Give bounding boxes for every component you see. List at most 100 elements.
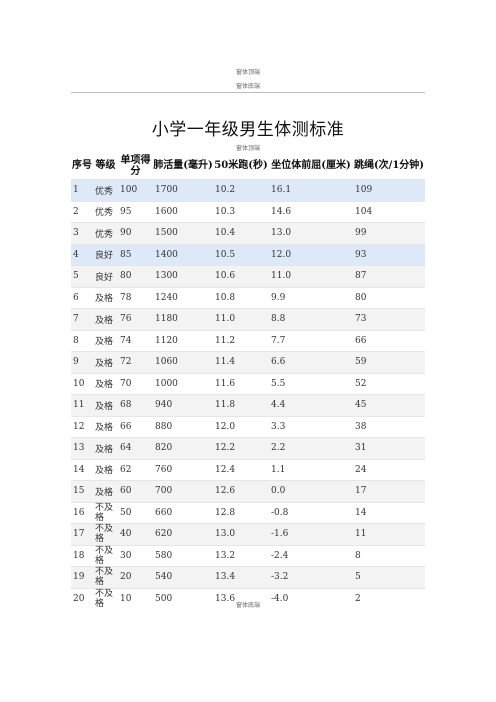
table-row: 17 不及格 40 620 13.0 -1.6 11: [71, 523, 425, 545]
cell-50m-run: 11.8: [213, 394, 269, 416]
table-row: 12 及格 66 880 12.0 3.3 38: [71, 415, 425, 438]
cell-sit-and-reach: 13.0: [269, 222, 353, 244]
cell-50m-run: 11.0: [213, 308, 269, 330]
cell-jump-rope: 2: [353, 587, 425, 609]
cell-grade: 不及格: [93, 501, 118, 524]
cell-jump-rope: 73: [353, 308, 425, 330]
cell-sit-and-reach: -4.0: [269, 587, 353, 609]
table-row: 5 良好 80 1300 10.6 11.0 87: [71, 265, 425, 287]
cell-lung-capacity: 540: [153, 566, 213, 588]
cell-jump-rope: 45: [353, 394, 425, 416]
cell-grade: 及格: [93, 437, 118, 459]
cell-lung-capacity: 1700: [153, 179, 213, 201]
table-row: 19 不及格 20 540 13.4 -3.2 5: [71, 566, 425, 588]
table-row: 16 不及格 50 660 12.8 -0.8 14: [71, 501, 425, 524]
cell-score: 74: [118, 329, 153, 352]
cell-50m-run: 10.4: [213, 222, 269, 244]
cell-jump-rope: 59: [353, 351, 425, 373]
cell-lung-capacity: 820: [153, 437, 213, 459]
cell-lung-capacity: 1300: [153, 265, 213, 287]
header-score: 单项得分: [120, 154, 151, 177]
cell-score: 76: [118, 308, 153, 330]
header-50m-run: 50米跑(秒): [214, 160, 268, 171]
cell-index: 20: [71, 587, 93, 609]
cell-grade: 及格: [93, 394, 118, 416]
table-row: 3 优秀 90 1500 10.4 13.0 99: [71, 222, 425, 244]
cell-sit-and-reach: 8.8: [269, 308, 353, 330]
table-row: 2 优秀 95 1600 10.3 14.6 104: [71, 200, 425, 223]
cell-score: 85: [118, 243, 153, 266]
cell-sit-and-reach: 7.7: [269, 329, 353, 352]
cell-50m-run: 12.0: [213, 415, 269, 438]
cell-score: 70: [118, 372, 153, 395]
cell-50m-run: 13.0: [213, 523, 269, 545]
cell-lung-capacity: 1240: [153, 286, 213, 309]
cell-jump-rope: 99: [353, 222, 425, 244]
cell-sit-and-reach: 3.3: [269, 415, 353, 438]
cell-score: 64: [118, 437, 153, 459]
cell-jump-rope: 11: [353, 523, 425, 545]
table-row: 10 及格 70 1000 11.6 5.5 52: [71, 372, 425, 395]
cell-50m-run: 12.8: [213, 501, 269, 524]
cell-index: 17: [71, 523, 93, 545]
cell-sit-and-reach: 11.0: [269, 265, 353, 287]
form-top-label-2: 窗体顶端: [235, 145, 260, 152]
cell-score: 30: [118, 544, 153, 567]
cell-index: 8: [71, 329, 93, 352]
table-row: 1 优秀 100 1700 10.2 16.1 109: [71, 179, 425, 201]
header-grade: 等级: [95, 160, 116, 171]
header-divider: [71, 92, 425, 93]
cell-score: 95: [118, 200, 153, 223]
cell-lung-capacity: 1120: [153, 329, 213, 352]
cell-jump-rope: 93: [353, 243, 425, 266]
cell-index: 6: [71, 286, 93, 309]
cell-lung-capacity: 1400: [153, 243, 213, 266]
cell-grade: 优秀: [93, 200, 118, 223]
cell-index: 9: [71, 351, 93, 373]
table-row: 15 及格 60 700 12.6 0.0 17: [71, 480, 425, 502]
header-index: 序号: [72, 160, 92, 171]
fitness-standard-table: 序号 等级 单项得分 肺活量(毫升) 50米跑(秒) 坐位体前屈(厘米) 跳绳(…: [71, 152, 425, 609]
cell-sit-and-reach: -0.8: [269, 501, 353, 524]
cell-lung-capacity: 500: [153, 587, 213, 609]
cell-index: 12: [71, 415, 93, 438]
cell-index: 13: [71, 437, 93, 459]
cell-index: 1: [71, 179, 93, 201]
cell-grade: 良好: [93, 265, 118, 287]
cell-jump-rope: 31: [353, 437, 425, 459]
cell-grade: 优秀: [93, 179, 118, 201]
cell-jump-rope: 8: [353, 544, 425, 567]
cell-50m-run: 13.4: [213, 566, 269, 588]
cell-jump-rope: 38: [353, 415, 425, 438]
cell-index: 18: [71, 544, 93, 567]
cell-50m-run: 13.2: [213, 544, 269, 567]
cell-score: 66: [118, 415, 153, 438]
cell-50m-run: 10.3: [213, 200, 269, 223]
cell-jump-rope: 87: [353, 265, 425, 287]
cell-score: 40: [118, 523, 153, 545]
table-row: 9 及格 72 1060 11.4 6.6 59: [71, 351, 425, 373]
form-top-label: 窗体顶端: [235, 69, 260, 76]
cell-jump-rope: 104: [353, 200, 425, 223]
cell-grade: 及格: [93, 286, 118, 309]
header-sit-and-reach: 坐位体前屈(厘米): [271, 160, 351, 171]
cell-jump-rope: 5: [353, 566, 425, 588]
cell-sit-and-reach: 4.4: [269, 394, 353, 416]
cell-lung-capacity: 660: [153, 501, 213, 524]
table-row: 18 不及格 30 580 13.2 -2.4 8: [71, 544, 425, 567]
cell-score: 50: [118, 501, 153, 524]
cell-50m-run: 12.4: [213, 458, 269, 481]
cell-sit-and-reach: 9.9: [269, 286, 353, 309]
cell-sit-and-reach: 12.0: [269, 243, 353, 266]
cell-index: 4: [71, 243, 93, 266]
cell-jump-rope: 109: [353, 179, 425, 201]
cell-50m-run: 10.6: [213, 265, 269, 287]
cell-grade: 及格: [93, 329, 118, 352]
cell-50m-run: 11.4: [213, 351, 269, 373]
cell-score: 60: [118, 480, 153, 502]
cell-lung-capacity: 1000: [153, 372, 213, 395]
cell-index: 16: [71, 501, 93, 524]
cell-sit-and-reach: 16.1: [269, 179, 353, 201]
table-row: 11 及格 68 940 11.8 4.4 45: [71, 394, 425, 416]
cell-sit-and-reach: -1.6: [269, 523, 353, 545]
